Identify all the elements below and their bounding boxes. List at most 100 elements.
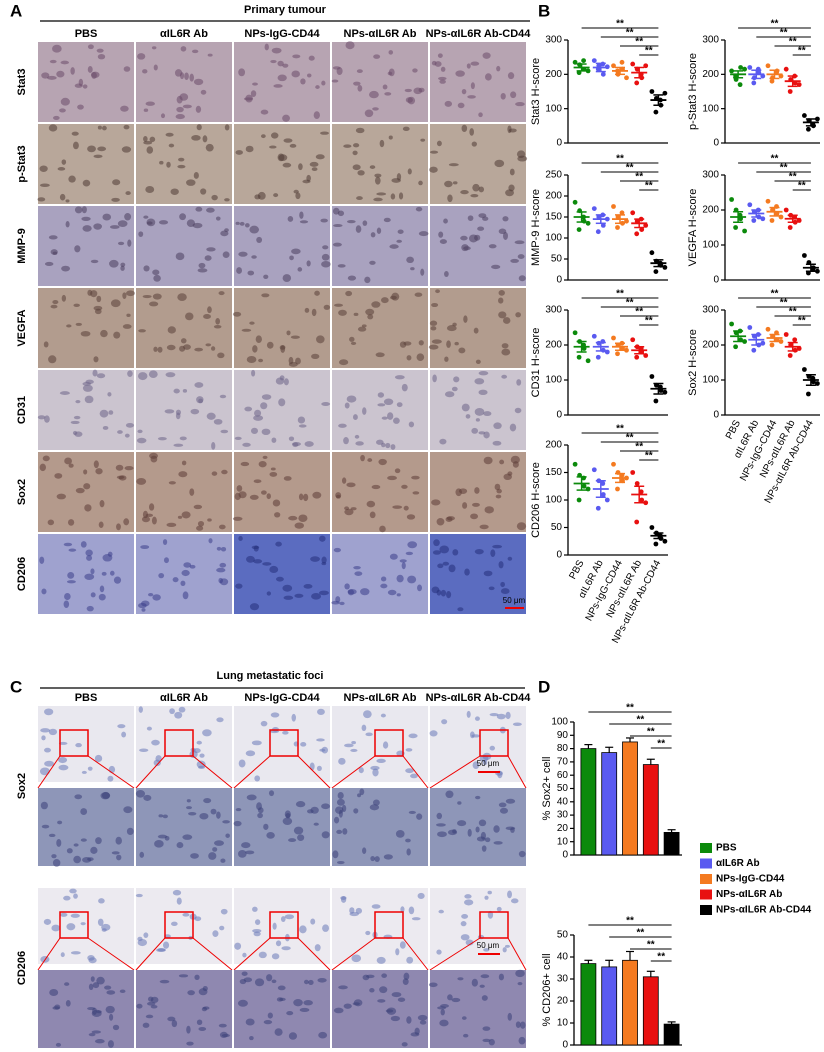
micrograph-texture [86,555,93,561]
micrograph-texture [113,576,122,584]
micrograph-texture [371,904,381,909]
micrograph-texture [420,268,425,276]
micrograph-texture [349,336,355,342]
y-tick-label: 20 [557,823,569,834]
micrograph-texture [437,53,443,58]
micrograph-texture [88,1032,96,1037]
micrograph-texture [418,340,424,346]
micrograph-texture [481,995,488,1001]
micrograph-texture [257,191,266,200]
micrograph-texture [334,816,340,824]
micrograph-texture [311,308,317,317]
micrograph-texture [107,392,112,397]
micrograph-texture [182,834,193,840]
significance-label: ** [635,442,643,453]
micrograph-texture [99,585,105,593]
significance-label: ** [798,181,806,192]
micrograph-texture [460,189,469,195]
micrograph-texture [394,375,405,380]
zoom-line [192,755,233,789]
micrograph-texture [379,139,385,148]
micrograph-texture [496,906,502,912]
micrograph-texture [186,219,196,227]
micrograph-texture [514,240,525,245]
data-point [765,63,771,69]
micrograph-texture [462,502,468,509]
micrograph-texture [303,493,309,502]
micrograph-texture [286,1010,294,1016]
micrograph-texture [235,583,243,589]
micrograph-texture [163,557,169,564]
micrograph-texture [143,794,152,801]
micrograph-texture [260,402,268,410]
micrograph-texture [369,988,375,993]
micrograph-texture [171,1019,178,1028]
micrograph-texture [274,512,281,518]
micrograph-texture [48,124,58,132]
micrograph-texture [98,593,106,601]
micrograph-texture [112,179,121,186]
column-header: NPs-IgG-CD44 [244,692,320,704]
micrograph-texture [438,76,447,81]
micrograph-texture [288,436,295,442]
micrograph-texture [493,422,502,430]
micrograph-texture [234,942,242,950]
micrograph-texture [52,251,58,255]
micrograph-texture [142,69,148,74]
micrograph [38,534,134,614]
micrograph-texture [415,206,423,212]
significance-label: ** [771,154,779,165]
micrograph-texture [391,178,401,183]
micrograph-texture [311,593,322,600]
micrograph-texture [60,97,70,106]
micrograph [136,970,232,1048]
micrograph-texture [439,1019,449,1027]
micrograph-texture [351,954,362,963]
data-point [611,461,616,467]
micrograph-texture [362,220,368,226]
micrograph-texture [429,320,438,326]
column-header: NPs-αIL6R Ab-CD44 [426,692,532,704]
zoom-box [164,729,194,757]
micrograph-texture [175,409,181,416]
data-point [643,353,649,358]
data-point [806,126,811,132]
micrograph-texture [41,824,50,829]
micrograph-texture [499,459,505,465]
micrograph-texture [286,330,291,336]
micrograph-texture [218,291,225,296]
micrograph-texture [281,946,291,951]
micrograph-texture [173,388,180,394]
micrograph-texture [263,823,269,830]
micrograph-texture [180,580,186,586]
micrograph-texture [317,977,327,983]
micrograph-texture [283,595,294,600]
micrograph-texture [388,135,393,140]
micrograph-texture [216,717,224,723]
micrograph-texture [236,485,243,492]
micrograph-texture [173,443,184,447]
micrograph-texture [338,985,348,990]
data-point [572,59,578,65]
significance-label: ** [626,433,634,444]
y-tick-label: 70 [557,757,569,768]
micrograph-texture [464,899,474,906]
micrograph-texture [331,600,340,605]
micrograph-texture [390,193,396,200]
data-point [630,210,636,216]
micrograph-texture [321,253,330,261]
micrograph-texture [166,161,171,168]
micrograph-texture [336,860,345,865]
micrograph-texture [56,493,66,500]
micrograph-texture [313,111,320,120]
micrograph-texture [311,353,320,360]
significance-label: ** [626,163,634,174]
micrograph-texture [49,988,59,997]
micrograph-texture [74,206,83,214]
micrograph-texture [294,593,304,598]
y-tick-label: 0 [556,275,562,286]
micrograph-texture [338,309,347,316]
micrograph-texture [282,274,292,283]
micrograph-texture [344,402,350,409]
data-point [576,497,582,503]
